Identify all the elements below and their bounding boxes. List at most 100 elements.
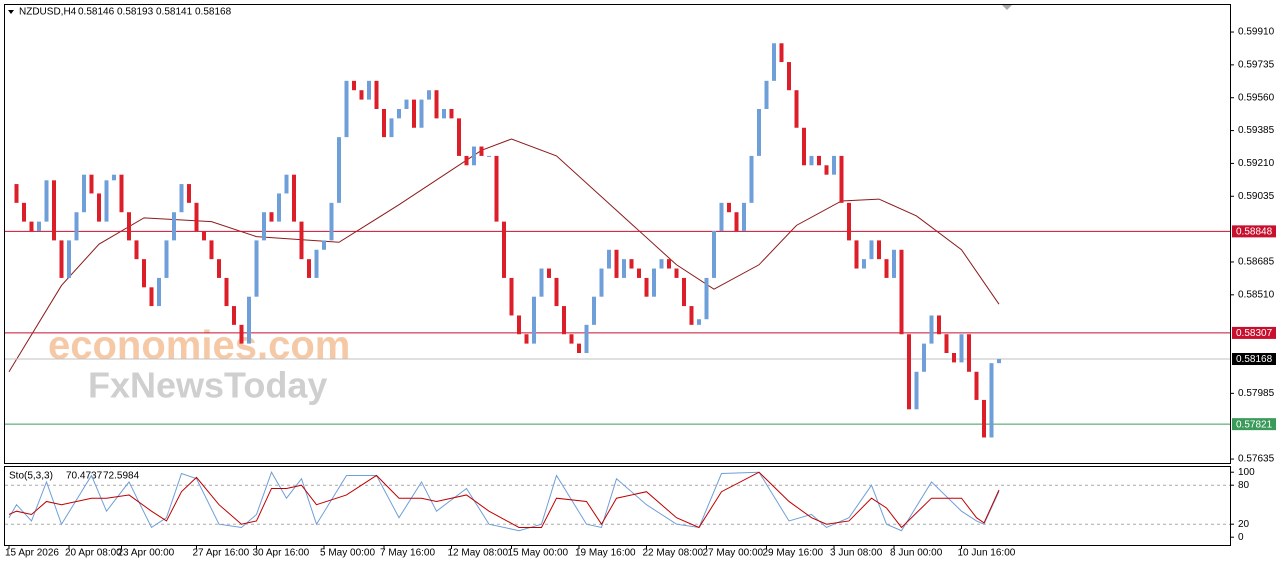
candle: [772, 43, 776, 81]
candle: [629, 259, 634, 269]
candle: [577, 343, 581, 354]
candle: [142, 259, 146, 288]
candle: [292, 174, 296, 222]
candle: [164, 240, 169, 278]
candle: [869, 240, 874, 260]
candle: [494, 155, 499, 222]
candle: [802, 127, 806, 166]
x-tick-label: 5 May 00:00: [320, 548, 375, 559]
candle: [104, 180, 109, 222]
y-tick-label: 0.58510: [1238, 289, 1275, 300]
candle: [277, 193, 281, 222]
candle: [599, 268, 604, 297]
stochastic-line: [8, 471, 1000, 529]
watermark: FxNewsToday: [88, 365, 327, 406]
candle: [892, 249, 896, 278]
candle: [584, 324, 589, 354]
candle: [712, 230, 716, 278]
x-tick-label: 10 Jun 16:00: [958, 548, 1016, 559]
candle: [464, 155, 469, 166]
shift-marker: [1002, 5, 1012, 10]
candle: [29, 221, 34, 231]
candle: [209, 240, 214, 260]
x-tick-label: 3 Jun 08:00: [830, 548, 883, 559]
candle: [847, 202, 851, 241]
candle: [487, 155, 491, 157]
candle: [899, 249, 904, 335]
candle: [757, 108, 761, 156]
candle: [569, 334, 574, 344]
candle: [644, 277, 649, 297]
candle: [52, 180, 56, 241]
candle: [922, 343, 926, 372]
x-tick-label: 27 Apr 16:00: [193, 548, 250, 559]
x-tick-label: 8 Jun 00:00: [890, 548, 943, 559]
price-level-label: 0.58307: [1236, 328, 1273, 339]
candle: [479, 146, 484, 156]
indicator-k: 70.4737: [66, 471, 103, 482]
candle: [929, 315, 934, 344]
watermark: economies.com: [48, 324, 350, 368]
candle: [37, 221, 41, 231]
candle: [112, 174, 116, 181]
candle: [59, 240, 64, 278]
candle: [427, 90, 431, 100]
candle: [134, 240, 139, 260]
candle: [734, 212, 739, 231]
candle: [944, 334, 949, 354]
candle: [689, 306, 694, 325]
candle: [794, 90, 799, 128]
candle: [397, 108, 401, 119]
candle: [374, 80, 379, 109]
price-level-label: 0.58168: [1236, 354, 1273, 365]
y-tick-label: 0.57635: [1238, 454, 1275, 465]
indicator-d: 72.5984: [103, 471, 140, 482]
candle: [299, 221, 304, 260]
candle: [959, 334, 964, 363]
candle: [172, 212, 176, 241]
indicator-pane: [4, 466, 1231, 546]
candle: [524, 334, 529, 344]
candle: [989, 363, 994, 438]
y-tick-label: 0: [1238, 532, 1244, 543]
y-tick-label: 20: [1238, 519, 1250, 530]
candle: [367, 80, 371, 100]
candle: [434, 90, 439, 119]
candle: [532, 296, 536, 344]
last-low: 0.58141: [156, 7, 193, 18]
candle: [704, 277, 709, 320]
candle: [89, 174, 94, 194]
indicator-title: Sto(5,3,3): [9, 471, 53, 482]
candle: [749, 155, 754, 203]
candle: [607, 249, 611, 269]
candle: [419, 99, 424, 128]
candle: [337, 137, 341, 203]
candle: [779, 43, 784, 63]
x-tick-label: 19 May 16:00: [575, 548, 636, 559]
candle: [202, 230, 206, 241]
menu-arrow[interactable]: [8, 10, 14, 14]
candle: [157, 277, 161, 307]
candle: [187, 184, 191, 203]
x-tick-label: 15 Apr 2026: [5, 548, 59, 559]
candle: [742, 202, 746, 231]
candle: [67, 240, 71, 278]
price-level-box: [1232, 326, 1276, 339]
candle: [247, 296, 251, 344]
candle: [457, 118, 461, 156]
candle: [622, 259, 626, 278]
candle: [262, 212, 266, 241]
y-tick-label: 100: [1238, 467, 1255, 478]
x-tick-label: 30 Apr 16:00: [253, 548, 310, 559]
symbol: NZDUSD,H4: [19, 7, 77, 18]
candle: [149, 287, 154, 307]
candle: [907, 334, 911, 410]
candle: [329, 202, 334, 241]
candle: [547, 268, 551, 278]
candle: [854, 240, 859, 269]
x-tick-label: 7 May 16:00: [380, 548, 435, 559]
candle: [44, 180, 49, 222]
candle: [232, 306, 236, 325]
candle: [254, 240, 259, 297]
candle: [832, 155, 836, 175]
